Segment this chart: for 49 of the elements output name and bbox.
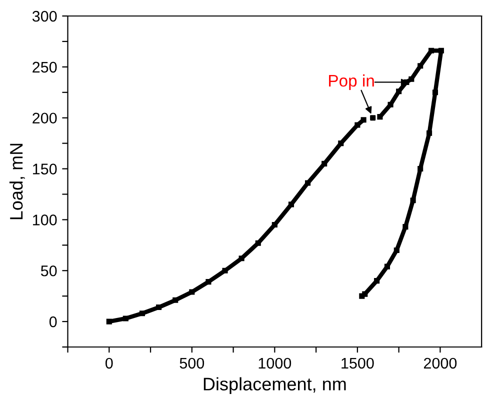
point xyxy=(418,166,424,172)
point xyxy=(374,278,380,284)
point xyxy=(304,180,311,186)
point xyxy=(408,76,414,82)
x-tick-label: 2000 xyxy=(424,358,457,369)
point xyxy=(418,63,424,69)
point xyxy=(432,90,438,96)
point xyxy=(426,130,432,136)
point xyxy=(172,297,178,303)
point xyxy=(396,88,402,94)
annotation: Pop in xyxy=(329,74,374,90)
point xyxy=(438,48,444,54)
y-tick-label: 300 xyxy=(32,10,57,22)
point xyxy=(384,264,390,270)
point xyxy=(255,240,261,246)
point xyxy=(377,114,383,120)
point xyxy=(428,48,434,54)
point xyxy=(288,202,294,208)
point xyxy=(139,310,146,316)
y-tick-label: 50 xyxy=(40,265,57,276)
point xyxy=(272,222,278,228)
y-tick-label: 100 xyxy=(33,214,57,226)
x-axis-title: Displacement, nm xyxy=(204,377,346,394)
point xyxy=(206,279,212,285)
y-tick-label: 0 xyxy=(49,316,57,328)
point xyxy=(322,160,328,166)
point xyxy=(359,293,365,299)
point xyxy=(354,122,360,128)
point xyxy=(122,316,128,322)
point xyxy=(410,198,416,204)
point xyxy=(338,140,344,146)
point xyxy=(189,289,195,295)
x-tick-label: 1500 xyxy=(342,358,374,369)
y-tick-label: 150 xyxy=(33,164,57,174)
y-axis-title: Load, mN xyxy=(9,144,25,220)
x-tick-label: 1000 xyxy=(258,358,292,369)
point xyxy=(238,256,244,262)
point xyxy=(156,304,162,310)
y-tick-label: 200 xyxy=(32,112,57,124)
y-tick-label: 250 xyxy=(32,62,57,73)
point xyxy=(388,102,394,108)
point xyxy=(402,224,408,230)
point xyxy=(360,117,366,123)
point xyxy=(222,268,228,274)
point xyxy=(394,247,400,254)
point xyxy=(106,318,112,324)
x-tick-label: 0 xyxy=(105,358,113,369)
point xyxy=(370,115,376,121)
x-tick-label: 500 xyxy=(180,358,204,369)
